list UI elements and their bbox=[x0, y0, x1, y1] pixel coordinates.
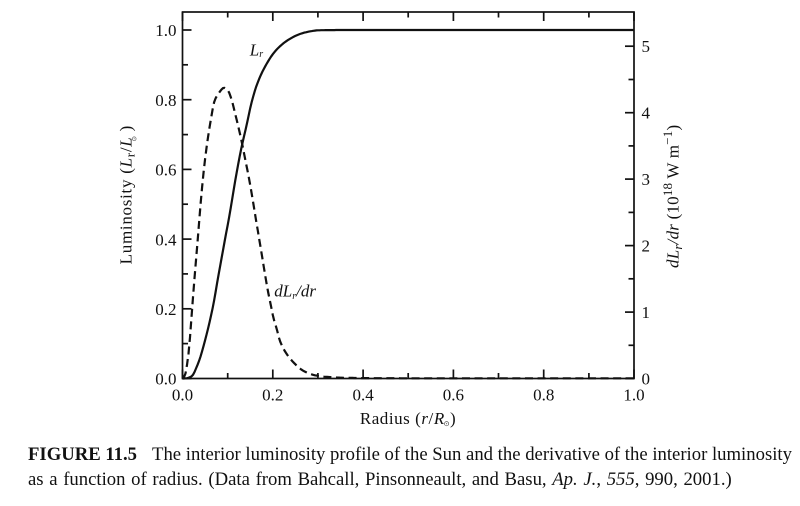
svg-text:0.4: 0.4 bbox=[155, 230, 177, 249]
svg-text:0.2: 0.2 bbox=[262, 386, 283, 405]
svg-text:3: 3 bbox=[642, 170, 651, 189]
svg-text:0.8: 0.8 bbox=[155, 91, 176, 110]
svg-text:0.2: 0.2 bbox=[155, 300, 176, 319]
svg-text:0.4: 0.4 bbox=[352, 386, 374, 405]
svg-text:2: 2 bbox=[642, 237, 651, 256]
svg-text:1.0: 1.0 bbox=[155, 21, 176, 40]
svg-text:dLr/dr (1018 W m−1): dLr/dr (1018 W m−1) bbox=[660, 125, 685, 268]
svg-text:0.0: 0.0 bbox=[155, 370, 176, 389]
svg-text:4: 4 bbox=[642, 104, 651, 123]
svg-text:0.6: 0.6 bbox=[155, 161, 176, 180]
svg-text:Radius (r/R ): Radius (r/R ) bbox=[360, 409, 456, 428]
svg-text:0: 0 bbox=[642, 370, 651, 389]
svg-text:0.6: 0.6 bbox=[443, 386, 464, 405]
svg-text:0.0: 0.0 bbox=[172, 386, 193, 405]
svg-text:dLr/dr: dLr/dr bbox=[274, 282, 316, 303]
svg-text:Lr: Lr bbox=[249, 40, 263, 60]
svg-text:Luminosity (Lr/L ): Luminosity (Lr/L ) bbox=[117, 125, 138, 264]
svg-text:1: 1 bbox=[642, 303, 651, 322]
svg-text:1.0: 1.0 bbox=[623, 386, 644, 405]
svg-text:0.8: 0.8 bbox=[533, 386, 554, 405]
svg-text:5: 5 bbox=[642, 37, 651, 56]
